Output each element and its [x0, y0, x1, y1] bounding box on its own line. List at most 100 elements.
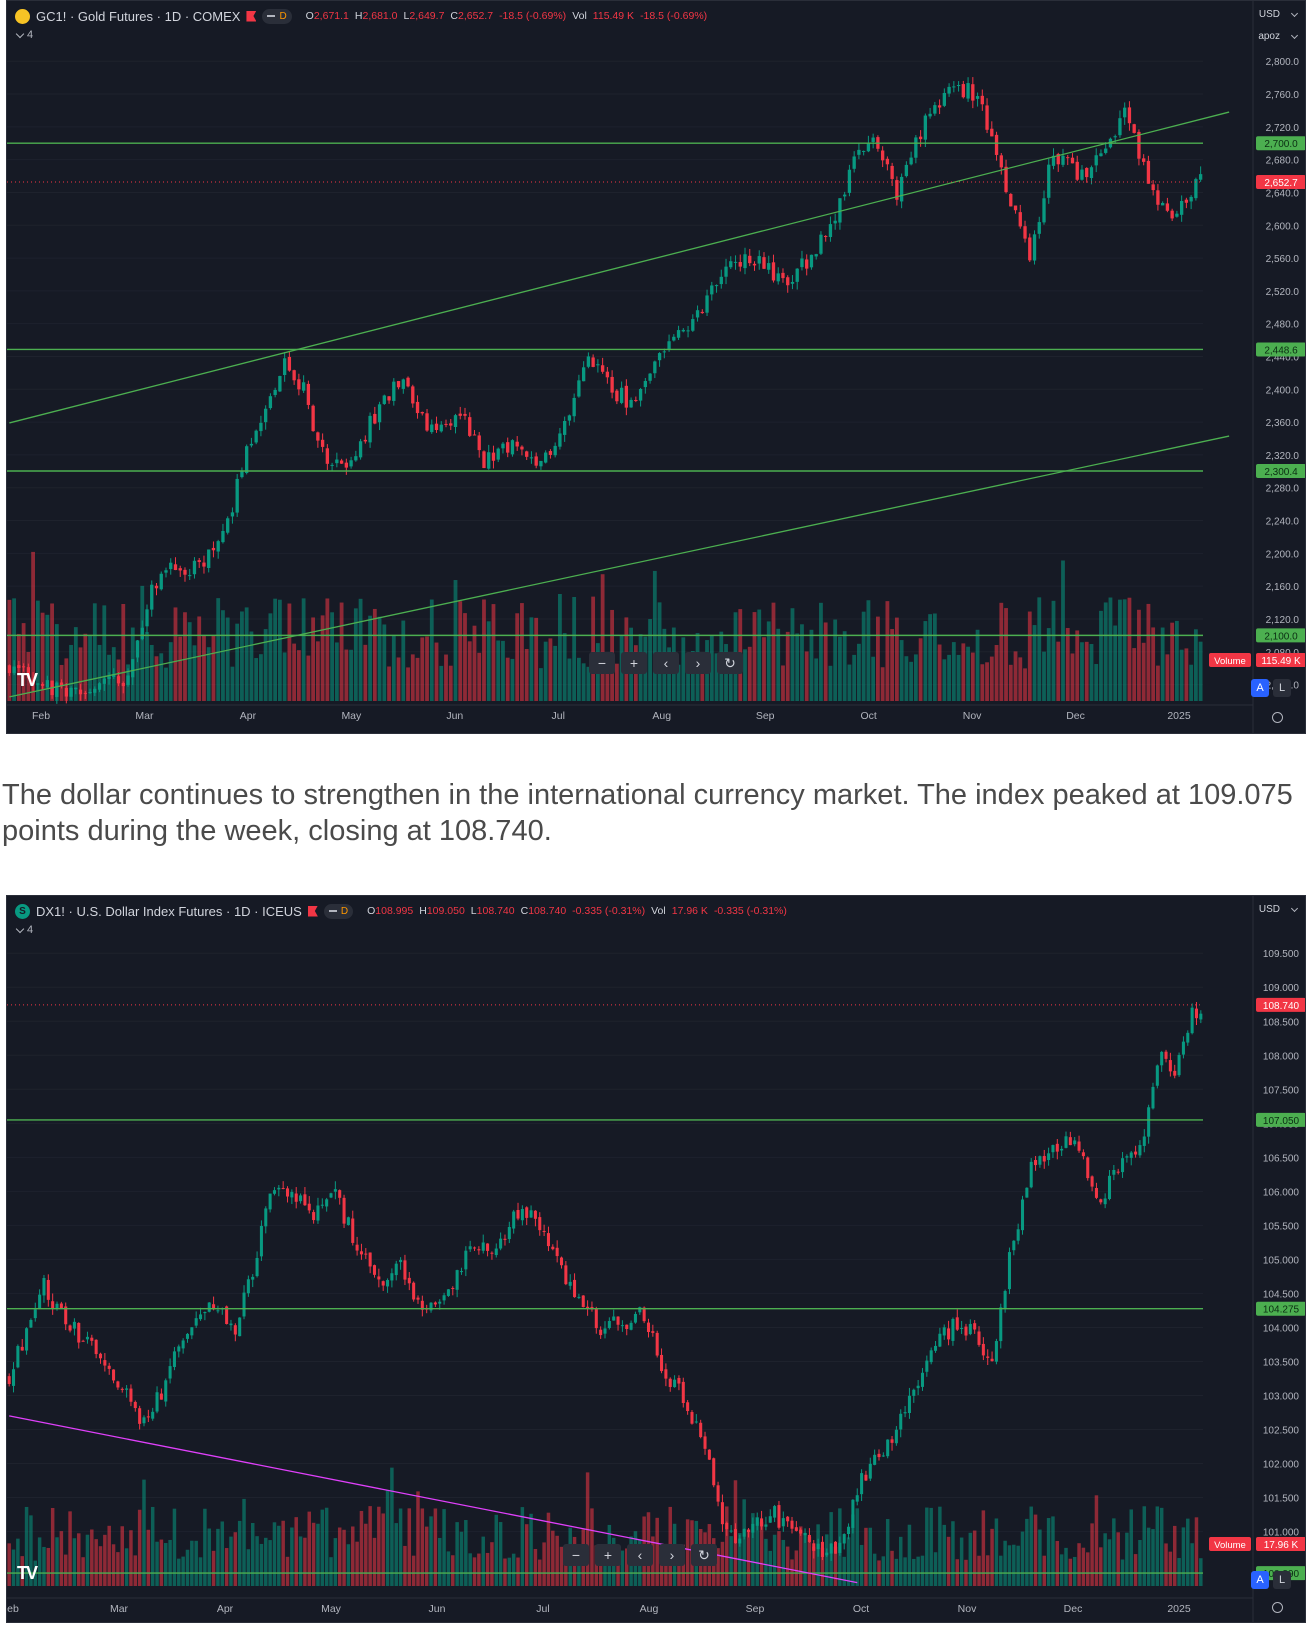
- log-scale-button[interactable]: L: [1273, 1571, 1291, 1589]
- price-tick-label: 2,680.0: [1266, 156, 1300, 167]
- volume-bar: [968, 1532, 973, 1586]
- volume-bar: [85, 1534, 90, 1586]
- candle-body: [240, 471, 244, 478]
- volume-bar: [562, 633, 567, 701]
- candle-body: [306, 383, 311, 405]
- candlesticks: [7, 1002, 1203, 1561]
- zoom-in-button[interactable]: +: [595, 1544, 621, 1566]
- candle-body: [1004, 166, 1008, 193]
- volume-bar: [1099, 1547, 1103, 1586]
- volume-bar: [625, 1548, 629, 1586]
- volume-bar: [828, 665, 833, 701]
- volume-bar: [838, 636, 842, 701]
- candle-body: [159, 573, 163, 590]
- candle-body: [173, 564, 178, 571]
- indicator-toggle[interactable]: 4: [15, 924, 34, 936]
- auto-scale-button[interactable]: A: [1251, 679, 1269, 697]
- price-tick-label: 103.500: [1263, 1357, 1300, 1368]
- indicator-toggle[interactable]: 4: [15, 29, 33, 41]
- dxy-chart-panel[interactable]: 107.050104.275100.390101.000101.500102.0…: [6, 895, 1306, 1623]
- auto-scale-button[interactable]: A: [1251, 1571, 1269, 1589]
- settings-icon[interactable]: [1272, 1602, 1283, 1613]
- gold-chart-panel[interactable]: 2,700.02,448.62,300.42,100.02,040.02,080…: [6, 0, 1306, 734]
- candle-body: [838, 1542, 842, 1553]
- candle-body: [615, 390, 619, 402]
- volume-value-bg: [1256, 1537, 1305, 1551]
- scroll-right-button[interactable]: ›: [685, 652, 711, 674]
- candle-body: [938, 1333, 942, 1347]
- candle-body: [51, 1301, 55, 1310]
- volume-bar: [814, 658, 819, 701]
- gold-symbol-label[interactable]: GC1! · Gold Futures · 1D · COMEX: [36, 8, 241, 24]
- volume-bar: [220, 1521, 225, 1586]
- reset-chart-button[interactable]: ↻: [691, 1544, 717, 1566]
- candle-body: [501, 443, 505, 449]
- volume-bar: [747, 646, 752, 701]
- currency-selector[interactable]: USD: [1259, 904, 1299, 915]
- volume-bar: [503, 1558, 507, 1586]
- price-tick-label: 109.500: [1263, 949, 1300, 960]
- volume-bar: [1141, 642, 1146, 701]
- candle-body: [1160, 202, 1165, 206]
- scale-mode-selector[interactable]: apoz: [1258, 31, 1299, 42]
- volume-bar: [448, 665, 453, 701]
- candle-body: [1155, 1065, 1159, 1086]
- volume-bar: [768, 1550, 773, 1586]
- candle-body: [1170, 210, 1174, 219]
- dxy-symbol-label[interactable]: DX1! · U.S. Dollar Index Futures · 1D · …: [36, 903, 302, 919]
- volume-bar: [24, 1506, 29, 1586]
- flag-icon[interactable]: [307, 905, 318, 917]
- volume-bar: [192, 645, 197, 701]
- candle-body: [971, 84, 975, 101]
- scroll-left-button[interactable]: ‹: [627, 1544, 653, 1566]
- volume-bar: [207, 1528, 211, 1586]
- volume-bar: [559, 1546, 564, 1586]
- candle-body: [724, 266, 728, 277]
- volume-bar: [752, 612, 757, 701]
- level-tag-bg: [1256, 136, 1305, 151]
- interval-pill[interactable]: D: [323, 903, 354, 919]
- zoom-out-button[interactable]: −: [589, 652, 615, 674]
- flag-icon[interactable]: [246, 10, 257, 22]
- candle-body: [420, 411, 424, 414]
- currency-selector[interactable]: USD: [1259, 9, 1299, 20]
- candle-body: [1051, 1145, 1055, 1153]
- candle-body: [885, 158, 890, 165]
- reset-chart-button[interactable]: ↻: [717, 652, 743, 674]
- volume-bar: [1077, 1543, 1081, 1586]
- candle-body: [330, 464, 334, 466]
- scroll-left-button[interactable]: ‹: [653, 652, 679, 674]
- candle-body: [662, 351, 666, 353]
- candle-body: [364, 1253, 368, 1255]
- indicator-count: 4: [27, 924, 34, 936]
- candle-body: [1127, 107, 1132, 124]
- candle-body: [281, 1187, 285, 1189]
- zoom-in-button[interactable]: +: [621, 652, 647, 674]
- volume-bar: [333, 1538, 338, 1586]
- log-scale-button[interactable]: L: [1273, 679, 1291, 697]
- dxy-chart-canvas[interactable]: 107.050104.275100.390101.000101.500102.0…: [7, 896, 1306, 1623]
- close-value: 108.740: [528, 905, 567, 917]
- scroll-right-button[interactable]: ›: [659, 1544, 685, 1566]
- volume-bar: [178, 636, 183, 701]
- volume-bar: [1042, 1555, 1046, 1586]
- volume-bar: [1075, 630, 1080, 701]
- interval-pill[interactable]: D: [262, 8, 292, 24]
- candle-body: [287, 356, 292, 371]
- price-tick-label: 2,200.0: [1266, 549, 1300, 560]
- settings-icon[interactable]: [1272, 712, 1283, 723]
- candle-body: [1060, 1148, 1064, 1151]
- volume-label: Vol: [572, 10, 587, 22]
- candle-body: [539, 460, 543, 467]
- gold-chart-canvas[interactable]: 2,700.02,448.62,300.42,100.02,040.02,080…: [7, 1, 1306, 734]
- candle-body: [78, 689, 83, 695]
- candle-body: [705, 295, 709, 313]
- candle-body: [116, 676, 121, 684]
- volume-bar: [772, 1534, 777, 1586]
- volume-bar: [320, 1509, 325, 1586]
- candle-body: [491, 452, 496, 461]
- zoom-out-button[interactable]: −: [563, 1544, 589, 1566]
- candle-body: [235, 478, 239, 513]
- candle-body: [381, 1281, 385, 1286]
- interval-label: D: [279, 10, 287, 22]
